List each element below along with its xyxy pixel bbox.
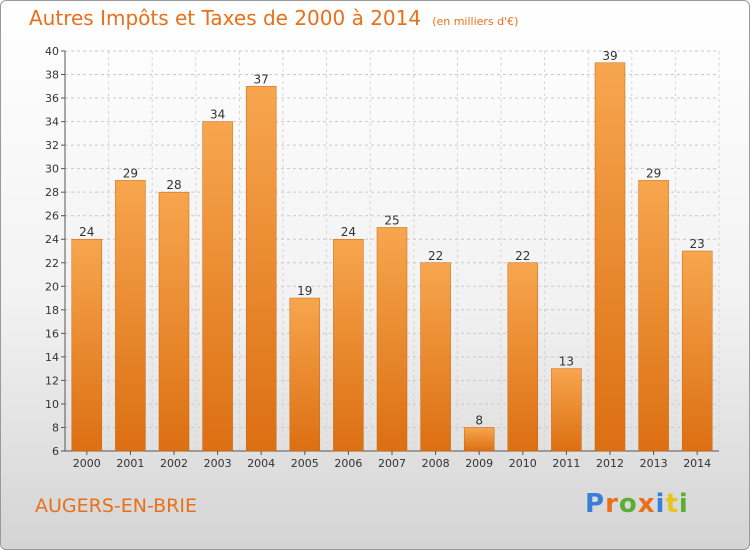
data-label: 24 [341, 225, 356, 239]
y-tick-label: 10 [45, 398, 59, 411]
logo-letter: P [585, 489, 606, 519]
x-tick-label: 2000 [73, 457, 101, 470]
x-tick-label: 2008 [422, 457, 450, 470]
y-tick-label: 36 [45, 92, 59, 105]
bar [202, 121, 233, 452]
bar [245, 86, 277, 452]
x-tick-label: 2005 [291, 457, 319, 470]
chart-title: Autres Impôts et Taxes de 2000 à 2014 [29, 6, 422, 30]
y-tick-label: 34 [45, 116, 59, 129]
y-tick-label: 24 [45, 233, 59, 246]
x-tick-label: 2013 [640, 457, 668, 470]
y-tick-label: 18 [45, 304, 59, 317]
title-row: Autres Impôts et Taxes de 2000 à 2014 (e… [29, 6, 518, 30]
proxiti-logo: Proxiti [585, 489, 689, 519]
y-tick-label: 40 [45, 45, 59, 58]
x-tick-label: 2009 [465, 457, 493, 470]
data-label: 25 [384, 213, 399, 227]
bar [158, 191, 190, 452]
y-tick-label: 26 [45, 210, 59, 223]
bar [638, 180, 669, 452]
x-tick-label: 2001 [116, 457, 144, 470]
x-tick-label: 2003 [204, 457, 232, 470]
data-label: 22 [515, 249, 530, 263]
x-tick-label: 2010 [509, 457, 537, 470]
x-tick-label: 2004 [247, 457, 275, 470]
data-labels: 24 29 28 34 37 19 24 25 22 8 22 13 39 29 23 [79, 49, 705, 428]
bar [551, 368, 582, 452]
data-label: 19 [297, 284, 312, 298]
bars [71, 62, 713, 452]
x-tick-label: 2011 [552, 457, 580, 470]
data-label: 13 [559, 355, 574, 369]
x-tick-label: 2002 [160, 457, 188, 470]
y-tick-label: 30 [45, 163, 59, 176]
y-tick-label: 8 [52, 421, 59, 434]
bar [333, 238, 364, 452]
bar [681, 250, 713, 452]
logo-letter: x [637, 489, 656, 519]
x-axis: 2000 2001 2002 2003 2004 2005 2006 2007 2008 2009… [73, 451, 711, 470]
bar [71, 238, 103, 452]
x-tick-label: 2007 [378, 457, 406, 470]
data-label: 29 [123, 166, 138, 180]
y-tick-label: 20 [45, 280, 59, 293]
x-tick-label: 2014 [683, 457, 711, 470]
bar [289, 297, 321, 452]
commune-name: AUGERS-EN-BRIE [35, 495, 197, 517]
y-tick-label: 14 [45, 351, 59, 364]
y-tick-label: 32 [45, 139, 59, 152]
data-label: 24 [79, 225, 94, 239]
logo-letter: r [605, 489, 619, 519]
data-label: 28 [166, 178, 181, 192]
data-label: 34 [210, 108, 225, 122]
x-tick-label: 2012 [596, 457, 624, 470]
data-label: 37 [254, 72, 269, 86]
data-label: 29 [646, 166, 661, 180]
logo-letter: o [618, 489, 638, 519]
bar [463, 427, 495, 452]
data-label: 39 [602, 49, 617, 63]
x-tick-label: 2006 [334, 457, 362, 470]
y-tick-label: 16 [45, 327, 59, 340]
bar [420, 262, 451, 452]
logo-letter: i [655, 489, 666, 519]
y-tick-label: 12 [45, 374, 59, 387]
data-label: 22 [428, 249, 443, 263]
chart-subtitle: (en milliers d'€) [432, 15, 519, 28]
y-tick-label: 28 [45, 186, 59, 199]
y-tick-label: 22 [45, 257, 59, 270]
data-label: 8 [475, 413, 483, 427]
bar [507, 262, 539, 452]
bar [594, 62, 626, 452]
y-tick-label: 6 [52, 445, 59, 458]
logo-letter: t [665, 489, 679, 519]
logo-letter: i [678, 489, 689, 519]
bar [115, 180, 146, 452]
y-tick-label: 38 [45, 69, 59, 82]
bar [376, 227, 408, 452]
data-label: 23 [690, 237, 705, 251]
